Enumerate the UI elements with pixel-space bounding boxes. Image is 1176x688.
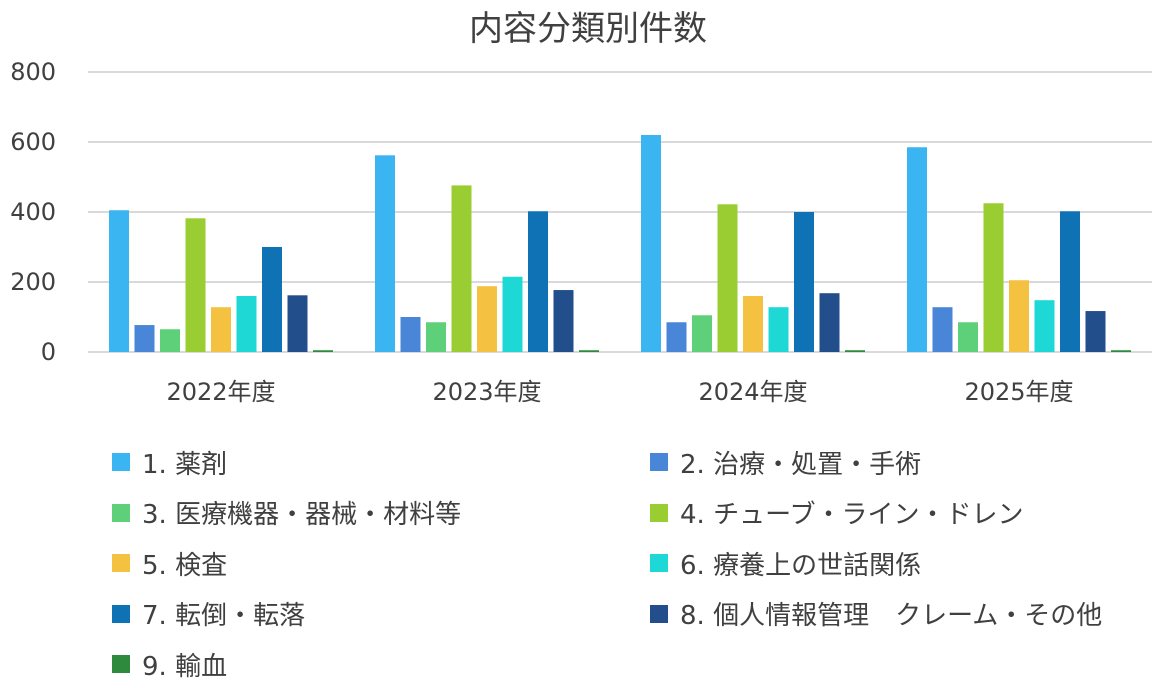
bar-1-2022年度 bbox=[109, 210, 129, 352]
y-tick-label: 600 bbox=[10, 128, 56, 156]
bar-7-2022年度 bbox=[262, 247, 282, 352]
bar-4-2022年度 bbox=[185, 218, 206, 352]
bar-9-2022年度 bbox=[313, 350, 333, 352]
x-axis-tick-labels: 2022年度 2023年度 2024年度 2025年度 bbox=[166, 378, 1073, 406]
bar-9-2024年度 bbox=[845, 350, 865, 352]
bar-8-2022年度 bbox=[287, 295, 308, 352]
bar-1-2024年度 bbox=[641, 135, 661, 352]
bar-8-2024年度 bbox=[819, 293, 840, 352]
bar-5-2023年度 bbox=[477, 286, 497, 352]
bar-8-2025年度 bbox=[1085, 311, 1106, 352]
y-axis-tick-labels: 0 200 400 600 800 bbox=[10, 58, 56, 366]
y-tick-label: 400 bbox=[10, 198, 56, 226]
y-tick-label: 0 bbox=[41, 338, 56, 366]
bar-6-2023年度 bbox=[502, 276, 523, 352]
bar-4-2024年度 bbox=[717, 204, 738, 352]
bar-3-2025年度 bbox=[958, 322, 978, 352]
bar-1-2025年度 bbox=[907, 147, 927, 352]
bar-2-2024年度 bbox=[666, 322, 687, 352]
bar-9-2023年度 bbox=[579, 350, 599, 352]
bar-3-2024年度 bbox=[692, 315, 712, 352]
chart-title: 内容分類別件数 bbox=[469, 9, 707, 49]
bar-5-2024年度 bbox=[743, 296, 763, 352]
y-tick-label: 200 bbox=[10, 268, 56, 296]
bar-7-2023年度 bbox=[528, 211, 548, 352]
bar-4-2025年度 bbox=[983, 203, 1004, 352]
bar-3-2022年度 bbox=[160, 329, 180, 352]
y-tick-label: 800 bbox=[10, 58, 56, 86]
bar-2-2025年度 bbox=[932, 307, 953, 352]
bar-8-2023年度 bbox=[553, 290, 574, 352]
bar-1-2023年度 bbox=[375, 155, 395, 352]
x-tick-label: 2022年度 bbox=[166, 378, 275, 406]
bar-6-2024年度 bbox=[768, 307, 789, 352]
x-tick-label: 2024年度 bbox=[698, 378, 807, 406]
bar-9-2025年度 bbox=[1111, 350, 1131, 352]
bar-2-2023年度 bbox=[400, 317, 421, 352]
bars bbox=[109, 135, 1131, 352]
x-tick-label: 2023年度 bbox=[432, 378, 541, 406]
x-tick-label: 2025年度 bbox=[964, 378, 1073, 406]
bar-6-2022年度 bbox=[236, 296, 257, 352]
bar-5-2022年度 bbox=[211, 307, 231, 352]
bar-3-2023年度 bbox=[426, 322, 446, 352]
bar-4-2023年度 bbox=[451, 185, 472, 352]
bar-6-2025年度 bbox=[1034, 300, 1055, 352]
bar-5-2025年度 bbox=[1009, 280, 1029, 352]
bar-2-2022年度 bbox=[134, 325, 155, 352]
bar-7-2024年度 bbox=[794, 212, 814, 352]
bar-7-2025年度 bbox=[1060, 211, 1080, 352]
